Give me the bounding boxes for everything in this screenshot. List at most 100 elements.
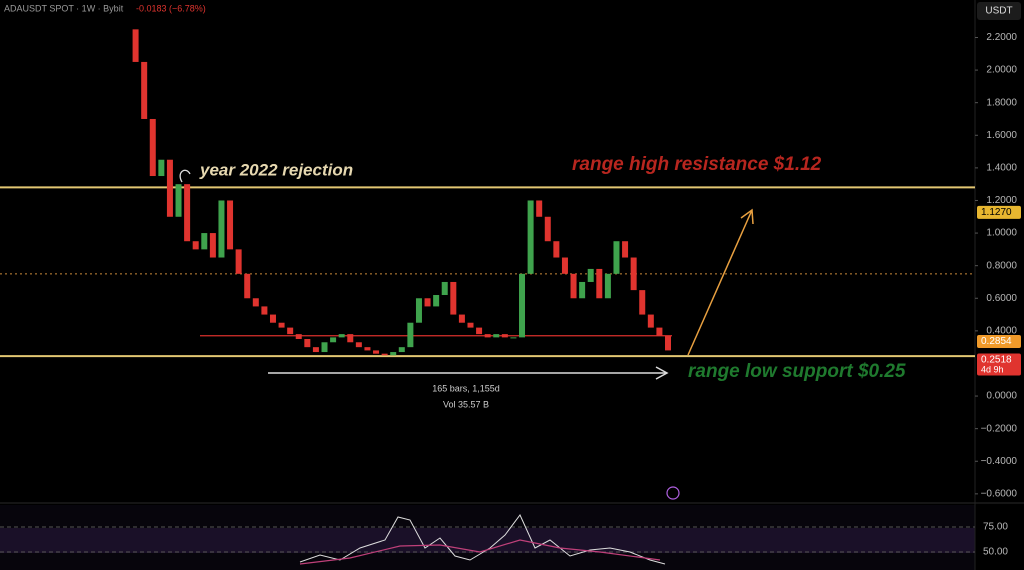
candle xyxy=(304,339,311,348)
candle xyxy=(476,327,483,335)
price-label-box xyxy=(977,353,1021,376)
candle xyxy=(398,347,405,353)
candle xyxy=(596,268,603,299)
candle xyxy=(484,334,491,338)
price-label: 0.2854 xyxy=(981,336,1012,347)
candle xyxy=(184,184,191,242)
candle xyxy=(613,241,620,274)
candle xyxy=(227,200,234,250)
candle xyxy=(158,159,165,177)
y-tick-label: −0.2000 xyxy=(981,423,1018,434)
symbol: ADAUSDT SPOT · 1W · Bybit xyxy=(4,3,124,13)
y-tick-label: 1.6000 xyxy=(986,130,1017,141)
candle xyxy=(141,61,148,119)
y-tick-label: 1.0000 xyxy=(986,228,1017,239)
candle xyxy=(519,273,526,338)
candle xyxy=(252,298,259,307)
candle xyxy=(166,159,173,217)
candle xyxy=(390,352,397,356)
candle xyxy=(587,268,594,282)
candle xyxy=(192,241,199,250)
y-tick-label: 1.4000 xyxy=(986,163,1017,174)
candle xyxy=(536,200,543,217)
candle xyxy=(630,257,637,291)
candle xyxy=(287,327,294,335)
candle xyxy=(407,322,414,348)
up-arrowhead xyxy=(740,208,754,225)
candle xyxy=(235,249,242,274)
range-arrowhead xyxy=(655,366,669,380)
candle xyxy=(424,298,431,307)
candle xyxy=(570,273,577,299)
rejection-label: year 2022 rejection xyxy=(199,160,353,179)
candle xyxy=(415,298,422,323)
candle xyxy=(622,241,629,258)
candle xyxy=(209,233,216,258)
candle xyxy=(604,273,611,299)
candle xyxy=(149,118,156,177)
candle xyxy=(656,327,663,336)
y-tick-label: 0.4000 xyxy=(986,326,1017,337)
price-label-box xyxy=(977,205,1021,219)
candle xyxy=(330,337,337,343)
candle xyxy=(244,273,251,299)
rsi-band xyxy=(0,528,975,553)
candle xyxy=(261,306,268,315)
rsi-tick-label: 75.00 xyxy=(983,522,1008,533)
rsi-tick-label: 50.00 xyxy=(983,547,1008,558)
candle xyxy=(364,347,371,351)
resistance-label: range high resistance $1.12 xyxy=(572,154,822,175)
candle xyxy=(381,353,388,356)
range-info: 165 bars, 1,155d xyxy=(432,383,500,393)
alert-icon[interactable] xyxy=(666,486,680,500)
up-arrow xyxy=(687,209,753,356)
candle xyxy=(201,233,208,250)
y-tick-label: 0.6000 xyxy=(986,293,1017,304)
candle xyxy=(553,241,560,258)
y-tick-label: 1.8000 xyxy=(986,97,1017,108)
y-tick-label: 0.8000 xyxy=(986,260,1017,271)
candle xyxy=(450,281,457,315)
candle xyxy=(338,334,345,338)
rsi-ma xyxy=(299,539,661,565)
volume-info: Vol 35.57 B xyxy=(443,399,489,409)
candle xyxy=(544,216,551,242)
candle xyxy=(501,334,508,338)
rsi-line xyxy=(299,514,666,565)
candle xyxy=(510,337,517,339)
candle xyxy=(321,342,328,353)
candle xyxy=(561,257,568,274)
change: -0.0183 (−6.78%) xyxy=(136,3,206,13)
y-tick-label: 2.2000 xyxy=(986,32,1017,43)
rejection-arrow xyxy=(179,169,191,183)
candle xyxy=(579,281,586,299)
y-tick-label: 2.0000 xyxy=(986,65,1017,76)
candle xyxy=(373,350,380,354)
candle xyxy=(132,29,139,62)
y-tick-label: 1.2000 xyxy=(986,195,1017,206)
price-label-box xyxy=(977,335,1021,349)
candle xyxy=(312,347,319,353)
candle xyxy=(175,184,182,217)
candle xyxy=(527,200,534,274)
price-label: 1.1270 xyxy=(981,207,1012,218)
candle xyxy=(347,334,354,343)
candle xyxy=(458,314,465,323)
candle xyxy=(269,314,276,323)
currency-box xyxy=(977,2,1021,20)
y-tick-label: −0.6000 xyxy=(981,488,1018,499)
y-tick-label: −0.4000 xyxy=(981,456,1018,467)
candle xyxy=(218,200,225,258)
candle xyxy=(441,281,448,296)
candle xyxy=(278,322,285,328)
support-label: range low support $0.25 xyxy=(688,361,906,382)
currency: USDT xyxy=(985,6,1012,17)
candle xyxy=(433,295,440,307)
candle xyxy=(467,322,474,328)
candle xyxy=(665,335,671,351)
price-label: 0.2518 xyxy=(981,355,1012,366)
candle xyxy=(639,290,646,315)
candle xyxy=(647,314,654,328)
